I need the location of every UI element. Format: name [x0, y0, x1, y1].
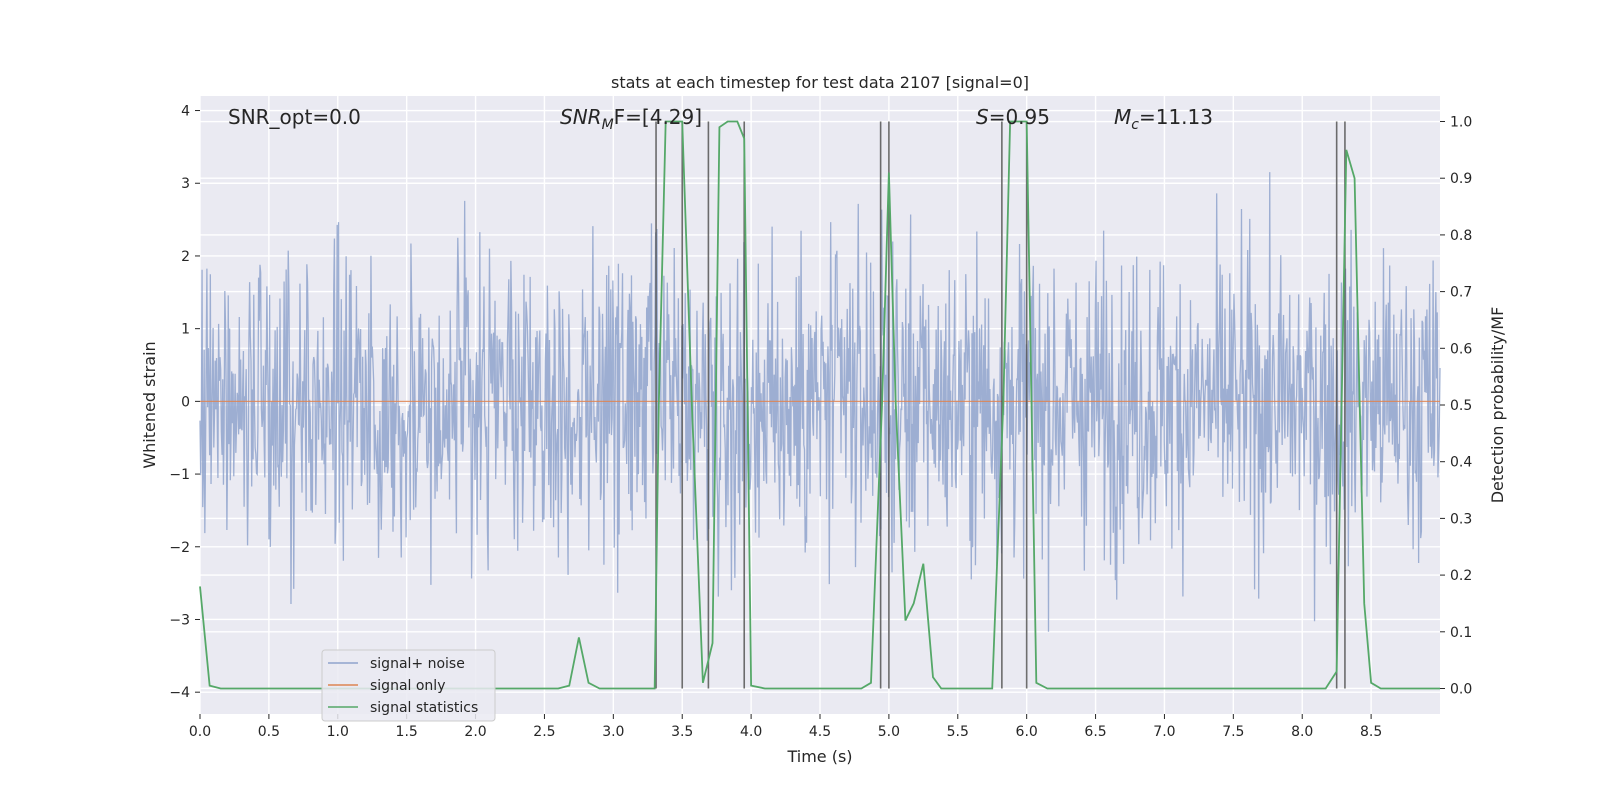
y2-tick-label: 0.0: [1450, 681, 1472, 697]
y-axis-ticks: 4 3 2 1 0 −1 −2 −3 −4: [169, 104, 200, 701]
x-tick-label: 5.5: [947, 724, 969, 740]
annotation-snr-opt: SNR_opt=0.0: [228, 105, 361, 129]
x-tick-label: 6.5: [1084, 724, 1106, 740]
x-tick-label: 7.0: [1153, 724, 1175, 740]
x-tick-label: 0.0: [189, 724, 211, 740]
x-tick-label: 0.5: [258, 724, 280, 740]
y2-tick-label: 0.8: [1450, 228, 1472, 244]
x-tick-label: 7.5: [1222, 724, 1244, 740]
x-tick-label: 2.0: [464, 724, 486, 740]
x-tick-label: 3.0: [602, 724, 624, 740]
x-tick-label: 1.0: [327, 724, 349, 740]
annotation-s-part-1: S: [976, 105, 989, 129]
y-axis-label: Whitened strain: [140, 341, 159, 468]
annotation-mc: Mc=11.13: [1114, 105, 1213, 133]
y2-axis-label: Detection probability/MF: [1488, 307, 1507, 504]
x-tick-label: 8.0: [1291, 724, 1313, 740]
x-axis-ticks: 0.0 0.5 1.0 1.5 2.0 2.5 3.0 3.5 4.0 4.5 5.0 5.5 6.0 6…: [189, 714, 1382, 740]
x-tick-label: 5.0: [878, 724, 900, 740]
x-tick-label: 3.5: [671, 724, 693, 740]
noise-line: [199, 172, 1441, 632]
annotation-s: S=0.95: [976, 105, 1050, 129]
y-tick-label: 3: [181, 176, 190, 192]
x-tick-label: 4.0: [740, 724, 762, 740]
legend-label-statistics: signal statistics: [370, 700, 478, 716]
annotation-mc-part-1: M: [1114, 105, 1131, 129]
y2-tick-label: 0.6: [1450, 341, 1472, 357]
annotation-snr-mf: SNRMF=[4.29]: [560, 105, 702, 133]
y2-tick-label: 0.3: [1450, 511, 1472, 527]
annotation-mc-part-3: =11.13: [1139, 105, 1213, 129]
legend-box: [321, 649, 496, 722]
y-tick-label: −4: [169, 685, 190, 701]
y2-tick-label: 0.7: [1450, 285, 1472, 301]
legend: signal+ noise signal only signal statist…: [321, 649, 496, 722]
legend-label-noise: signal+ noise: [370, 656, 465, 672]
y-tick-label: −3: [169, 612, 190, 628]
y2-tick-label: 0.1: [1450, 625, 1472, 641]
statistics-line: [199, 120, 1440, 690]
y2-tick-label: 0.9: [1450, 171, 1472, 187]
y2-tick-label: 0.4: [1450, 455, 1472, 471]
y-tick-label: −2: [169, 540, 190, 556]
x-tick-label: 6.0: [1016, 724, 1038, 740]
legend-label-signal-only: signal only: [370, 678, 445, 694]
annotation-snr-mf-part-2: M: [602, 117, 614, 133]
noise-series: [199, 172, 1441, 632]
y-tick-label: 2: [181, 249, 190, 265]
y2-axis-ticks: 1.0 0.9 0.8 0.7 0.6 0.5 0.4 0.3 0.2 0.1 0.0: [1440, 115, 1472, 697]
x-tick-label: 8.5: [1360, 724, 1382, 740]
x-axis-label: Time (s): [786, 747, 852, 766]
x-tick-label: 4.5: [809, 724, 831, 740]
annotation-mc-part-2: c: [1131, 117, 1139, 133]
statistics-series: [199, 120, 1440, 690]
y-tick-label: 4: [181, 104, 190, 120]
x-tick-label: 2.5: [533, 724, 555, 740]
y2-tick-label: 0.2: [1450, 568, 1472, 584]
y-tick-label: −1: [169, 467, 190, 483]
annotation-s-part-2: =0.95: [989, 105, 1050, 129]
y-tick-label: 0: [181, 394, 190, 410]
y2-tick-label: 1.0: [1450, 115, 1472, 131]
chart-title: stats at each timestep for test data 210…: [611, 73, 1029, 92]
y2-tick-label: 0.5: [1450, 398, 1472, 414]
annotation-snr-mf-part-3: F=[4.29]: [614, 105, 702, 129]
annotation-snr-mf-part-1: SNR: [560, 105, 602, 129]
x-tick-label: 1.5: [396, 724, 418, 740]
y-tick-label: 1: [181, 322, 190, 338]
